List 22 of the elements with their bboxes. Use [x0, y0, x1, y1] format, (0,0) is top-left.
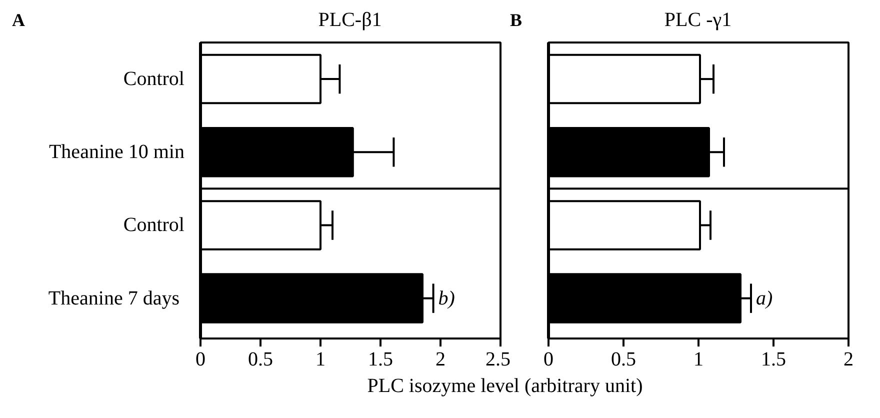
x-tick-label: 2: [844, 348, 854, 370]
annotation: a): [756, 287, 773, 310]
chart-title: PLC -γ1: [663, 8, 733, 33]
text: A: [12, 9, 25, 32]
annotation: b): [438, 287, 456, 310]
x-tick-label: 1.5: [761, 348, 786, 370]
x-axis-title: PLC isozyme level (arbitrary unit): [367, 374, 643, 399]
x-tick-label: 0.5: [248, 348, 273, 370]
x-tick-label: 1: [694, 348, 704, 370]
chart-title: PLC-β1: [317, 8, 383, 33]
x-tick-label: 0: [196, 348, 206, 370]
y-tick-label: Theanine 7 days: [48, 287, 180, 310]
x-tick-label: 2.5: [486, 348, 510, 370]
y-tick-label: Control: [123, 68, 185, 90]
y-tick-label: Theanine 10 min: [48, 141, 185, 164]
y-tick-label: Control: [123, 214, 185, 236]
x-tick-label: 2: [436, 348, 446, 370]
x-tick-label: 1: [316, 348, 326, 370]
x-tick-label: 1.5: [368, 348, 393, 370]
text: B: [510, 9, 522, 32]
x-tick-label: 0: [544, 348, 554, 370]
x-tick-label: 0.5: [611, 348, 636, 370]
